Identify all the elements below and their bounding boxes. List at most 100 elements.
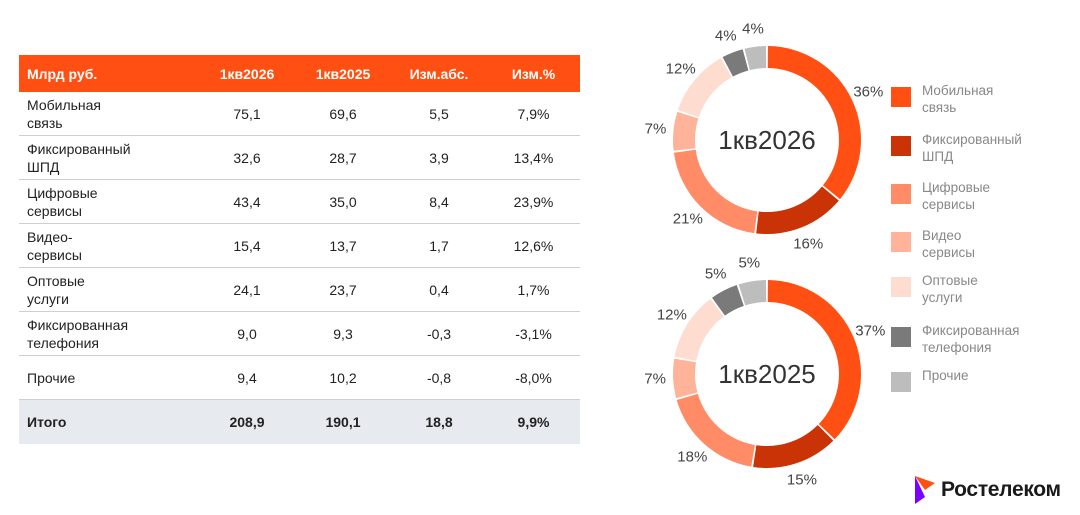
legend-label: Цифровые сервисы	[922, 179, 1052, 213]
row-q2026: 9,0	[199, 311, 295, 356]
legend-label-line1: Цифровые	[922, 180, 991, 195]
row-label-line1: Оптовые	[27, 272, 85, 289]
row-abs-change: 3,9	[391, 135, 487, 180]
total-pct: 9,9%	[487, 399, 580, 444]
donut-segment	[722, 49, 749, 77]
legend-label-line1: Фиксированная	[922, 323, 1020, 338]
donut-segment	[738, 280, 767, 306]
donut-segment	[673, 111, 699, 151]
donut-segment	[673, 149, 758, 234]
rostelecom-logo-text: Ростелеком	[941, 478, 1061, 501]
row-q2026: 24,1	[199, 267, 295, 312]
total-q2025: 190,1	[295, 399, 391, 444]
donut-percent-label: 12%	[656, 306, 687, 324]
legend-label-line2: сервисы	[922, 197, 975, 212]
header-q2026: 1кв2026	[199, 55, 295, 92]
legend-swatch	[891, 184, 911, 204]
row-label-line1: Фиксированный	[27, 140, 131, 157]
donut-center-label: 1кв2026	[718, 125, 816, 155]
table-row: Мобильная связь 75,1 69,6 5,5 7,9%	[19, 92, 580, 136]
row-abs-change: -0,8	[391, 355, 487, 400]
table-header-row: Млрд руб. 1кв2026 1кв2025 Изм.абс. Изм.%	[19, 55, 580, 92]
legend-label-line1: Видео	[922, 228, 962, 243]
row-label-line2: услуги	[27, 290, 69, 307]
row-abs-change: -0,3	[391, 311, 487, 356]
revenue-table: Млрд руб. 1кв2026 1кв2025 Изм.абс. Изм.%…	[19, 55, 580, 444]
donut-segment	[673, 358, 698, 399]
row-pct-change: 7,9%	[487, 92, 580, 136]
legend-label: Мобильная связь	[922, 82, 1052, 116]
donut-percent-label: 18%	[677, 448, 708, 466]
row-q2025: 69,6	[295, 92, 391, 136]
donut-center-label: 1кв2025	[718, 359, 816, 389]
legend-label: Фиксированная телефония	[922, 322, 1052, 356]
total-q2026: 208,9	[199, 399, 295, 444]
row-q2025: 9,3	[295, 311, 391, 356]
row-pct-change: 1,7%	[487, 267, 580, 312]
row-abs-change: 0,4	[391, 267, 487, 312]
legend-item: Цифровые сервисы	[891, 179, 1052, 213]
donut-segment	[676, 393, 755, 467]
donut-segment	[744, 46, 767, 71]
donut-segment	[677, 58, 732, 118]
donut-percent-label: 15%	[786, 471, 817, 489]
donut-percent-label: 16%	[793, 235, 824, 253]
legend-label: Фиксированный ШПД	[922, 131, 1052, 165]
donut-chart-2025: 1кв2025	[673, 280, 861, 468]
donut-percent-label: 5%	[738, 254, 761, 272]
header-pct-change: Изм.%	[487, 55, 580, 92]
table-row: Цифровые сервисы 43,4 35,0 8,4 23,9%	[19, 179, 580, 224]
legend-label-line2: услуги	[922, 290, 963, 305]
legend-label-line2: ШПД	[922, 149, 954, 164]
row-label-line2: сервисы	[27, 246, 82, 263]
legend-swatch	[891, 87, 911, 107]
legend-swatch	[891, 277, 911, 297]
row-label: Фиксированная телефония	[19, 311, 199, 356]
row-label-line1: Мобильная	[27, 96, 102, 113]
legend-item: Прочие	[891, 367, 1052, 392]
row-label: Видео-сервисы	[19, 223, 199, 268]
row-pct-change: 23,9%	[487, 179, 580, 224]
donut-percent-label: 7%	[644, 370, 666, 388]
row-label: Прочие	[19, 355, 199, 400]
row-q2026: 15,4	[199, 223, 295, 268]
donut-percent-label: 4%	[742, 20, 764, 38]
table-row: Фиксированный ШПД 32,6 28,7 3,9 13,4%	[19, 135, 580, 180]
donut-percent-label: 4%	[714, 27, 737, 45]
table-row: Видео-сервисы 15,4 13,7 1,7 12,6%	[19, 223, 580, 268]
header-q2025: 1кв2025	[295, 55, 391, 92]
legend-swatch	[891, 327, 911, 347]
row-label: Мобильная связь	[19, 92, 199, 136]
legend-swatch	[891, 232, 911, 252]
row-q2025: 13,7	[295, 223, 391, 268]
table-row: Оптовые услуги 24,1 23,7 0,4 1,7%	[19, 267, 580, 312]
row-q2025: 35,0	[295, 179, 391, 224]
donut-segment	[767, 46, 861, 200]
row-q2026: 9,4	[199, 355, 295, 400]
row-q2026: 75,1	[199, 92, 295, 136]
legend-label: Оптовые услуги	[922, 272, 1052, 306]
row-label: Цифровые сервисы	[19, 179, 199, 224]
row-label-line1: Прочие	[27, 369, 76, 386]
donut-segment	[756, 186, 839, 235]
header-label: Млрд руб.	[19, 55, 199, 92]
row-label-line2: связь	[27, 114, 63, 131]
row-label: Оптовые услуги	[19, 267, 199, 312]
row-pct-change: -3,1%	[487, 311, 580, 356]
legend-item: Мобильная связь	[891, 82, 1052, 116]
table-row: Фиксированная телефония 9,0 9,3 -0,3 -3,1%	[19, 311, 580, 356]
legend-label-line1: Оптовые	[922, 273, 978, 288]
row-q2025: 23,7	[295, 267, 391, 312]
row-label-line2: ШПД	[27, 158, 60, 175]
donut-percent-label: 12%	[665, 60, 696, 78]
rostelecom-logo-icon	[915, 476, 935, 504]
donut-segment	[753, 425, 834, 468]
row-label: Фиксированный ШПД	[19, 135, 199, 180]
row-abs-change: 8,4	[391, 179, 487, 224]
row-label-line1: Фиксированная	[27, 316, 129, 333]
row-pct-change: 13,4%	[487, 135, 580, 180]
row-q2026: 43,4	[199, 179, 295, 224]
rostelecom-logo: Ростелеком	[913, 475, 1061, 505]
header-abs-change: Изм.абс.	[391, 55, 487, 92]
row-pct-change: -8,0%	[487, 355, 580, 400]
